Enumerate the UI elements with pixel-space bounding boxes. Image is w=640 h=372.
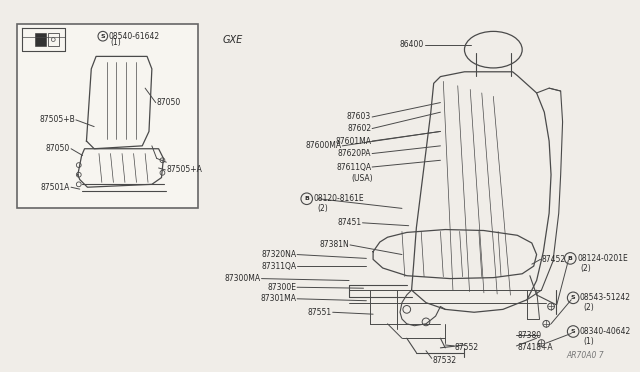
Text: 87505+A: 87505+A <box>166 166 202 174</box>
Text: 87601MA: 87601MA <box>335 137 371 145</box>
Text: GXE: GXE <box>222 35 243 45</box>
Text: 87050: 87050 <box>157 98 181 107</box>
Text: 87620PA: 87620PA <box>338 149 371 158</box>
Text: 87451: 87451 <box>337 218 362 227</box>
Text: 08540-61642: 08540-61642 <box>109 32 160 41</box>
Text: 87452: 87452 <box>541 255 566 264</box>
Text: 08543-51242: 08543-51242 <box>580 294 631 302</box>
Text: (2): (2) <box>584 303 595 312</box>
Text: 87320NA: 87320NA <box>261 250 296 259</box>
Text: B: B <box>568 256 573 261</box>
Bar <box>35 33 46 46</box>
Text: B: B <box>304 196 309 201</box>
Bar <box>48 33 59 46</box>
Text: 87602: 87602 <box>347 124 371 133</box>
Text: S: S <box>571 329 575 334</box>
Text: 87551: 87551 <box>308 308 332 317</box>
Text: (USA): (USA) <box>351 174 373 183</box>
Text: 08124-0201E: 08124-0201E <box>577 254 628 263</box>
Bar <box>17 24 198 208</box>
Text: 87600MA: 87600MA <box>305 141 341 150</box>
Text: 86400: 86400 <box>400 40 424 49</box>
Text: (1): (1) <box>584 337 595 346</box>
Text: 87552: 87552 <box>455 343 479 352</box>
Text: (2): (2) <box>581 263 591 273</box>
Text: 87603: 87603 <box>347 112 371 122</box>
Text: 08340-40642: 08340-40642 <box>580 327 631 336</box>
Text: 87381N: 87381N <box>319 240 349 249</box>
Text: 08120-8161E: 08120-8161E <box>314 194 364 203</box>
Text: 87311QA: 87311QA <box>261 262 296 270</box>
Text: 87501A: 87501A <box>41 183 70 192</box>
Text: (1): (1) <box>111 38 121 48</box>
Text: S: S <box>571 295 575 300</box>
Text: 87380: 87380 <box>517 331 541 340</box>
Text: 87300MA: 87300MA <box>225 274 260 283</box>
Text: 87301MA: 87301MA <box>260 294 296 303</box>
Text: 87050: 87050 <box>46 144 70 153</box>
Text: 87418+A: 87418+A <box>517 343 553 352</box>
Text: 87505+B: 87505+B <box>39 115 75 124</box>
Text: S: S <box>100 34 105 39</box>
Text: 87532: 87532 <box>433 356 457 365</box>
Text: AR70A0 7: AR70A0 7 <box>566 351 604 360</box>
Text: 87611QA: 87611QA <box>336 163 371 171</box>
Text: (2): (2) <box>317 204 328 213</box>
Text: 87300E: 87300E <box>267 283 296 292</box>
